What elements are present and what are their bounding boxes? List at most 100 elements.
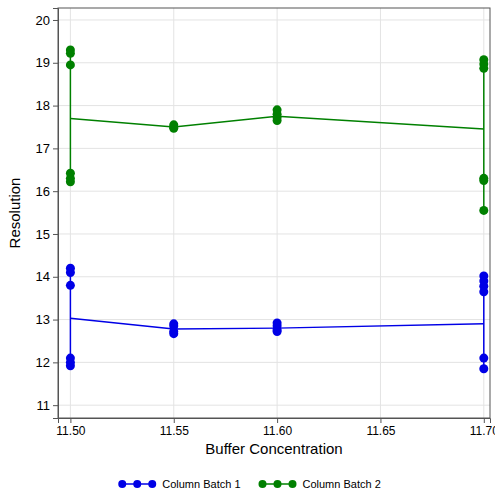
legend-label: Column Batch 1 xyxy=(162,478,240,490)
y-tick: 18 xyxy=(36,98,58,113)
legend: Column Batch 1 Column Batch 2 xyxy=(118,478,381,490)
y-tick-mark xyxy=(53,362,58,363)
x-tick: 11.55 xyxy=(160,418,189,438)
y-tick-label: 16 xyxy=(36,184,50,199)
point xyxy=(66,268,75,277)
y-tick-label: 19 xyxy=(36,55,50,70)
x-tick-label: 11.50 xyxy=(56,424,85,438)
y-tick: 14 xyxy=(36,269,58,284)
point xyxy=(479,354,488,363)
grid-line-y xyxy=(58,105,490,106)
y-tick-mark xyxy=(53,191,58,192)
point xyxy=(66,60,75,69)
y-tick: 13 xyxy=(36,312,58,327)
grid-line-x xyxy=(380,8,381,418)
y-tick-label: 15 xyxy=(36,227,50,242)
legend-marker xyxy=(133,480,141,488)
series xyxy=(66,45,488,214)
y-tick: 19 xyxy=(36,55,58,70)
grid-line-y xyxy=(58,191,490,192)
range-line xyxy=(70,50,72,182)
y-tick-label: 20 xyxy=(36,13,50,28)
x-axis: 11.50 11.55 11.60 11.65 11.70 xyxy=(56,418,495,438)
marks xyxy=(66,45,488,373)
legend-marker xyxy=(118,480,126,488)
x-tick-mark xyxy=(174,418,175,423)
plot-background xyxy=(58,8,490,418)
y-tick-mark xyxy=(53,277,58,278)
y-tick: 15 xyxy=(36,227,58,242)
x-tick-mark xyxy=(380,418,381,423)
x-tick-mark xyxy=(484,418,485,423)
legend-marker xyxy=(148,480,156,488)
y-tick-label: 13 xyxy=(36,312,50,327)
y-tick: 17 xyxy=(36,141,58,156)
y-axis: 11 12 13 14 15 16 17 18 19 20 xyxy=(36,9,59,419)
y-tick-label: 11 xyxy=(37,398,51,413)
y-tick-mark xyxy=(53,320,58,321)
y-tick-mark xyxy=(53,405,58,406)
point xyxy=(479,64,488,73)
y-tick: 16 xyxy=(36,184,58,199)
point xyxy=(479,176,488,185)
point xyxy=(273,116,282,125)
x-tick-label: 11.70 xyxy=(470,424,495,438)
point xyxy=(479,287,488,296)
x-axis-title: Buffer Concentration xyxy=(205,440,342,457)
point xyxy=(169,124,178,133)
x-tick-label: 11.55 xyxy=(160,424,189,438)
point xyxy=(273,327,282,336)
legend-item: Column Batch 2 xyxy=(259,478,381,490)
x-tick: 11.70 xyxy=(470,418,495,438)
point xyxy=(66,49,75,58)
x-axis-line xyxy=(59,419,491,424)
point xyxy=(66,281,75,290)
point xyxy=(66,177,75,186)
grid xyxy=(58,8,490,418)
y-tick-mark xyxy=(53,234,58,235)
y-tick: 11 xyxy=(37,398,59,413)
range-line xyxy=(483,60,485,211)
point xyxy=(66,361,75,370)
legend-item: Column Batch 1 xyxy=(118,478,240,490)
mean-line xyxy=(70,116,483,129)
x-tick-mark xyxy=(70,418,71,423)
y-tick: 12 xyxy=(36,355,58,370)
grid-line-x xyxy=(173,8,174,418)
x-tick: 11.60 xyxy=(263,418,292,438)
grid-line-y xyxy=(58,148,490,149)
x-tick-label: 11.65 xyxy=(366,424,395,438)
grid-line-y xyxy=(58,276,490,277)
point xyxy=(479,206,488,215)
grid-line-y xyxy=(58,405,490,406)
x-tick-mark xyxy=(277,418,278,423)
x-tick: 11.50 xyxy=(56,418,85,438)
y-tick: 20 xyxy=(36,13,58,28)
y-tick-mark xyxy=(53,148,58,149)
x-tick-label: 11.60 xyxy=(263,424,292,438)
y-tick-label: 18 xyxy=(36,98,50,113)
grid-line-y xyxy=(58,62,490,63)
chart: 11.5011.5511.6011.6511.70111213141516171… xyxy=(0,0,495,500)
y-tick-label: 14 xyxy=(36,269,50,284)
plot: 11.5011.5511.6011.6511.70111213141516171… xyxy=(36,8,495,438)
y-tick-mark xyxy=(53,20,58,21)
grid-line-x xyxy=(277,8,278,418)
point xyxy=(169,329,178,338)
grid-line-y xyxy=(58,233,490,234)
y-tick-mark xyxy=(53,63,58,64)
y-tick-label: 17 xyxy=(36,141,50,156)
y-tick-mark xyxy=(53,106,58,107)
y-tick-label: 12 xyxy=(36,355,50,370)
series xyxy=(66,264,488,374)
legend-marker xyxy=(259,480,267,488)
x-tick: 11.65 xyxy=(366,418,395,438)
legend-label: Column Batch 2 xyxy=(303,478,381,490)
grid-line-y xyxy=(58,19,490,20)
plot-frame xyxy=(58,8,490,418)
grid-line-y xyxy=(58,362,490,363)
legend-marker xyxy=(274,480,282,488)
point xyxy=(479,364,488,373)
legend-marker xyxy=(289,480,297,488)
y-axis-title: Resolution xyxy=(6,178,23,249)
